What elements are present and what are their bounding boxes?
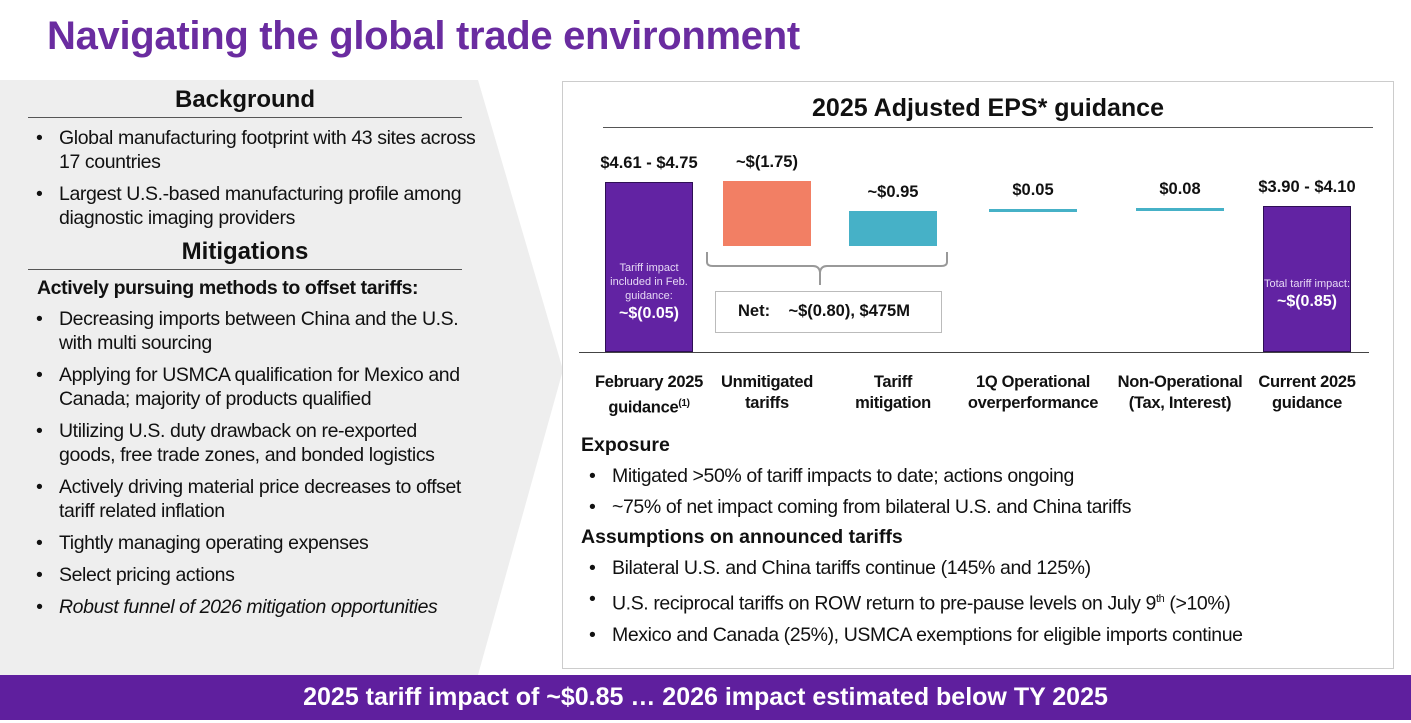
category-label: Current 2025 guidance <box>1258 373 1356 412</box>
bar-note: Total tariff impact: ~$(0.85) <box>1264 278 1350 310</box>
net-brace <box>706 252 948 285</box>
list-item: Select pricing actions <box>28 563 476 587</box>
value-label: $0.05 <box>1012 181 1054 199</box>
bar-3 <box>849 211 937 246</box>
list-item: Bilateral U.S. and China tariffs continu… <box>581 556 1381 580</box>
net-value: ~$(0.80), $475M <box>788 302 910 320</box>
list-item: Applying for USMCA qualification for Mex… <box>28 363 476 411</box>
list-item: Global manufacturing footprint with 43 s… <box>28 126 476 174</box>
bar-1: Tariff impact included in Feb. guidance:… <box>605 182 693 352</box>
eps-guidance-panel: 2025 Adjusted EPS* guidance Tariff impac… <box>562 81 1394 669</box>
mitigations-subheading: Actively pursuing methods to offset tari… <box>37 277 419 299</box>
bar-5 <box>1136 208 1224 211</box>
page-title: Navigating the global trade environment <box>47 14 800 58</box>
summary-banner: 2025 tariff impact of ~$0.85 … 2026 impa… <box>0 675 1411 720</box>
assumptions-heading: Assumptions on announced tariffs <box>581 526 903 548</box>
list-item: Mexico and Canada (25%), USMCA exemption… <box>581 623 1381 647</box>
list-item: Largest U.S.-based manufacturing profile… <box>28 182 476 230</box>
value-label: ~$(1.75) <box>736 153 798 171</box>
list-item: Robust funnel of 2026 mitigation opportu… <box>28 595 476 619</box>
list-item: Mitigated >50% of tariff impacts to date… <box>581 464 1381 488</box>
chart-baseline <box>579 352 1369 353</box>
mitigations-heading: Mitigations <box>28 238 462 270</box>
bar-note: Tariff impact included in Feb. guidance:… <box>610 262 688 322</box>
notes: Exposure Mitigated >50% of tariff impact… <box>581 434 1381 654</box>
left-panel: Background Global manufacturing footprin… <box>28 86 476 627</box>
exposure-heading: Exposure <box>581 434 670 456</box>
net-label: Net: <box>738 302 771 320</box>
value-label: $3.90 - $4.10 <box>1258 178 1356 196</box>
background-heading: Background <box>28 86 462 118</box>
bar-4 <box>989 209 1077 212</box>
value-label: $0.08 <box>1159 180 1201 198</box>
list-item: Actively driving material price decrease… <box>28 475 476 523</box>
chart-title: 2025 Adjusted EPS* guidance <box>603 94 1373 128</box>
list-item: U.S. reciprocal tariffs on ROW return to… <box>581 587 1381 616</box>
category-label: 1Q Operational overperformance <box>967 373 1099 412</box>
bar-2 <box>723 181 811 246</box>
net-box: Net: ~$(0.80), $475M <box>715 291 942 333</box>
list-item: ~75% of net impact coming from bilateral… <box>581 495 1381 519</box>
mitigations-list: Decreasing imports between China and the… <box>28 307 476 619</box>
list-item: Decreasing imports between China and the… <box>28 307 476 355</box>
category-label: Non-Operational (Tax, Interest) <box>1117 373 1243 412</box>
category-label: Unmitigated tariffs <box>720 373 814 412</box>
category-label: February 2025 guidance(1) <box>595 373 703 417</box>
value-label: ~$0.95 <box>867 183 919 201</box>
category-label: Tariff mitigation <box>855 373 931 412</box>
value-label: $4.61 - $4.75 <box>600 154 698 172</box>
list-item: Utilizing U.S. duty drawback on re-expor… <box>28 419 476 467</box>
list-item: Tightly managing operating expenses <box>28 531 476 555</box>
bar-6: Total tariff impact: ~$(0.85) <box>1263 206 1351 352</box>
background-list: Global manufacturing footprint with 43 s… <box>28 126 476 230</box>
